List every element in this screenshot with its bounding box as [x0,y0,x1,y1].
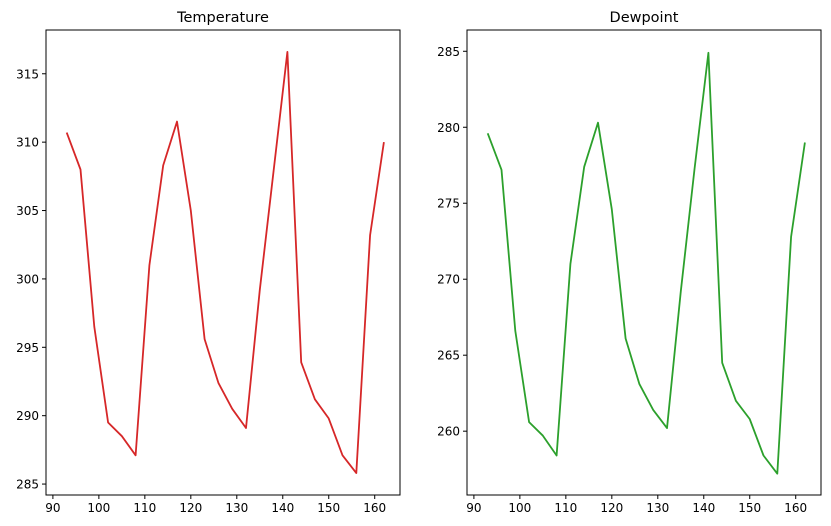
y-tick-label: 265 [437,349,460,363]
y-tick-label: 310 [16,136,39,150]
x-tick-label: 140 [271,501,294,515]
x-tick-label: 130 [225,501,248,515]
x-tick-label: 90 [45,501,60,515]
temperature-chart: Temperature 90 100 110 120 130 140 150 160 285 29… [16,10,401,515]
x-tick-label: 100 [508,501,531,515]
x-tick-label: 130 [646,501,669,515]
y-tick-label: 260 [437,425,460,439]
y-tick-label: 290 [16,409,39,423]
dewpoint-chart: Dewpoint 90 100 110 120 130 140 150 160 260 265 27… [437,10,822,515]
x-tick-label: 110 [133,501,156,515]
plot-area [486,51,806,475]
y-tick-label: 300 [16,272,39,286]
chart-title: Dewpoint [610,10,679,26]
axes-frame [466,29,822,496]
y-tick-label: 285 [437,45,460,59]
x-tick-label: 150 [738,501,761,515]
x-tick-label: 110 [554,501,577,515]
x-tick-label: 120 [600,501,623,515]
ticks: 90 100 110 120 130 140 150 160 285 290 295 300 305 31… [16,67,386,515]
axes-frame [45,29,401,496]
x-tick-label: 90 [466,501,481,515]
y-tick-label: 285 [16,478,39,492]
x-tick-label: 160 [784,501,807,515]
y-tick-label: 295 [16,341,39,355]
y-tick-label: 280 [437,121,460,135]
x-tick-label: 160 [363,501,386,515]
y-tick-label: 275 [437,197,460,211]
y-tick-label: 270 [437,273,460,287]
series-line [65,51,385,475]
y-tick-label: 315 [16,67,39,81]
x-tick-label: 150 [317,501,340,515]
ticks: 90 100 110 120 130 140 150 160 260 265 270 275 280 28… [437,45,807,515]
plot-area [65,51,385,475]
x-tick-label: 120 [179,501,202,515]
x-tick-label: 100 [87,501,110,515]
series-line [486,51,806,475]
x-tick-label: 140 [692,501,715,515]
chart-title: Temperature [176,10,269,26]
y-tick-label: 305 [16,204,39,218]
